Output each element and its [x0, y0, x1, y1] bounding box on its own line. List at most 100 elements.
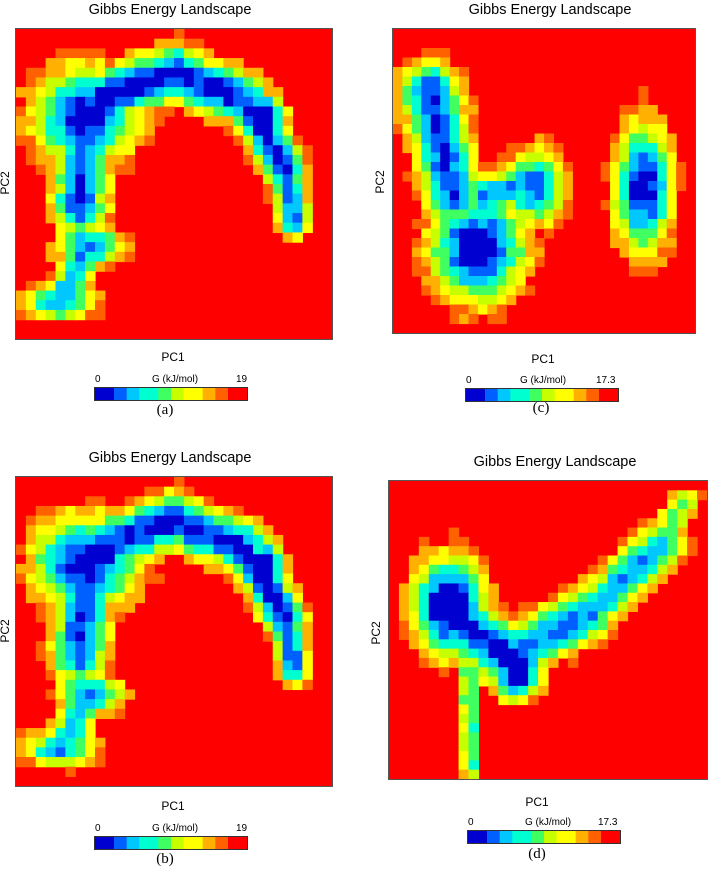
heatmap-cell: [16, 563, 27, 575]
heatmap-cell: [544, 171, 555, 182]
heatmap-cell: [534, 219, 545, 230]
heatmap-cell: [567, 620, 579, 631]
heatmap-cell: [302, 631, 313, 642]
heatmap-cell: [55, 612, 66, 623]
heatmap-cell: [55, 728, 66, 739]
heatmap-cell: [262, 135, 274, 146]
heatmap-cell: [45, 203, 57, 214]
heatmap-cell: [525, 171, 536, 182]
heatmap-cell: [95, 708, 106, 720]
heatmap-cell: [647, 114, 658, 125]
heatmap-cell: [243, 67, 254, 79]
heatmap-cell: [506, 247, 517, 258]
heatmap-cell: [438, 648, 450, 659]
heatmap-cell: [459, 238, 470, 249]
colorbar-swatch: [548, 389, 556, 401]
heatmap-cell: [16, 106, 27, 117]
colorbar-swatch: [215, 837, 223, 849]
heatmap-cell: [302, 164, 313, 175]
heatmap-cell: [272, 184, 284, 195]
heatmap-cell: [440, 114, 451, 125]
heatmap-cell: [114, 612, 126, 623]
heatmap-cell: [85, 67, 96, 79]
heatmap-cell: [666, 200, 677, 211]
heatmap-cell: [144, 496, 155, 507]
heatmap-cell: [411, 95, 422, 106]
heatmap-cell: [468, 238, 479, 249]
heatmap-cell: [35, 554, 47, 565]
heatmap-cell: [647, 228, 658, 239]
heatmap-cell: [468, 219, 479, 230]
heatmap-cell: [95, 544, 106, 555]
colorbar-swatch: [499, 831, 507, 843]
heatmap-cell: [538, 620, 549, 631]
heatmap-cell: [525, 285, 536, 296]
heatmap-cell: [55, 309, 66, 321]
heatmap-cell: [282, 612, 294, 623]
heatmap-cell: [449, 171, 460, 182]
heatmap-cell: [114, 534, 126, 546]
heatmap-cell: [448, 611, 460, 622]
heatmap-cell: [468, 105, 479, 116]
heatmap-cell: [104, 699, 116, 710]
heatmap-cell: [657, 162, 668, 173]
heatmap-cell: [619, 152, 630, 163]
heatmap-cell: [25, 563, 37, 575]
heatmap-cell: [75, 573, 86, 584]
heatmap-cell: [25, 135, 37, 146]
heatmap-cell: [243, 525, 254, 536]
heatmap-cell: [203, 496, 215, 507]
heatmap-cell: [25, 280, 37, 292]
x-axis-label: PC1: [161, 350, 185, 364]
heatmap-cell: [104, 679, 116, 691]
heatmap-cell: [154, 573, 165, 584]
heatmap-cell: [393, 86, 404, 97]
heatmap-cell: [243, 96, 254, 108]
heatmap-cell: [468, 704, 480, 715]
heatmap-cell: [518, 667, 529, 678]
colorbar-swatch: [101, 388, 109, 400]
heatmap-cell: [430, 57, 441, 68]
heatmap-cell: [262, 583, 274, 594]
heatmap-cell: [619, 133, 630, 144]
heatmap-cell: [183, 67, 195, 79]
heatmap-cell: [55, 583, 66, 594]
heatmap-cell: [548, 630, 559, 640]
heatmap-cell: [478, 564, 489, 575]
heatmap-cell: [418, 574, 430, 585]
heatmap-cell: [124, 154, 136, 166]
heatmap-cell: [95, 515, 106, 526]
heatmap-cell: [515, 285, 526, 296]
heatmap-cell: [183, 96, 195, 108]
heatmap-cell: [458, 760, 470, 771]
heatmap-cell: [430, 276, 441, 287]
heatmap-cell: [75, 525, 86, 536]
heatmap-cell: [75, 184, 86, 195]
heatmap-cell: [282, 641, 294, 652]
heatmap-cell: [468, 304, 479, 315]
heatmap-cell: [65, 708, 76, 720]
heatmap-cell: [65, 757, 76, 768]
heatmap-cell: [65, 145, 76, 156]
heatmap-cell: [477, 162, 488, 173]
heatmap-cell: [302, 154, 313, 166]
heatmap-cell: [243, 563, 254, 575]
heatmap-cell: [134, 563, 145, 575]
heatmap-cell: [174, 525, 185, 536]
heatmap-cell: [496, 200, 507, 211]
heatmap-cell: [647, 200, 658, 211]
heatmap-cell: [154, 515, 165, 526]
heatmap-cell: [449, 190, 460, 201]
heatmap-cell: [16, 573, 27, 584]
heatmap-cell: [233, 96, 244, 108]
heatmap-cell: [282, 193, 294, 204]
heatmap-cell: [114, 515, 126, 526]
heatmap-cell: [223, 58, 234, 69]
heatmap-cell: [25, 583, 37, 594]
colorbar-swatch: [114, 388, 121, 400]
heatmap-cell: [496, 238, 507, 249]
heatmap-cell: [562, 162, 573, 173]
heatmap-cell: [657, 555, 668, 566]
x-axis-label: PC1: [525, 795, 549, 809]
heatmap-cell: [468, 314, 479, 325]
